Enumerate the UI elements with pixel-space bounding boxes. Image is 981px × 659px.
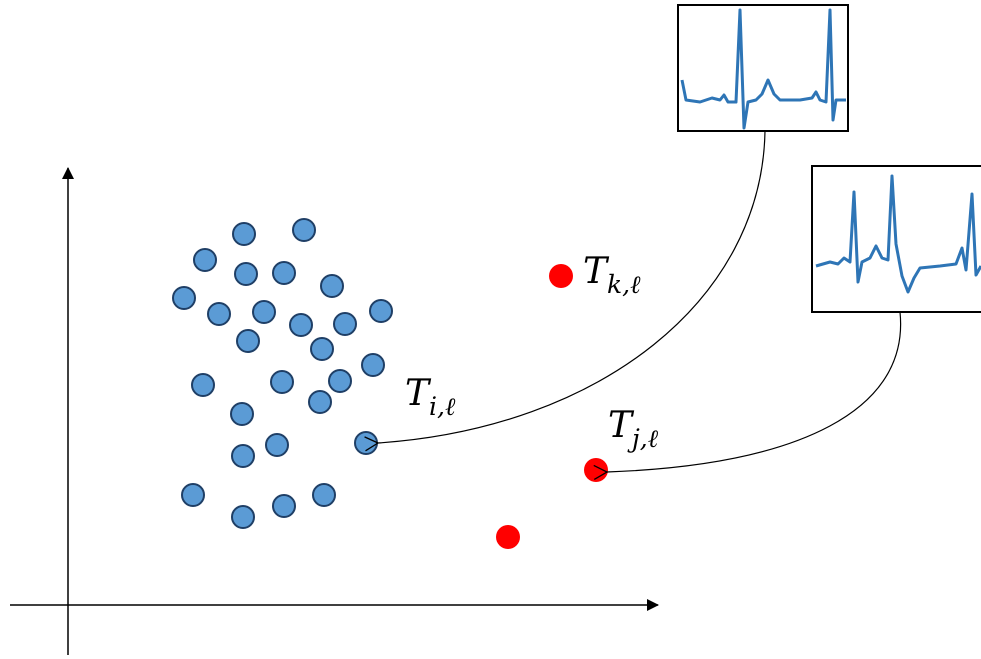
ecg-inset-1 bbox=[677, 4, 849, 132]
label-j: Tj,ℓ bbox=[608, 405, 659, 453]
axes bbox=[10, 167, 659, 655]
cluster-points bbox=[172, 218, 393, 529]
label-part: j,ℓ bbox=[627, 424, 659, 453]
ecg-inset-2 bbox=[811, 165, 981, 313]
label-part: k,ℓ bbox=[607, 270, 641, 299]
label-i: Ti,ℓ bbox=[405, 373, 456, 421]
label-part: T bbox=[583, 251, 610, 292]
label-part: T bbox=[608, 405, 635, 446]
label-part: i,ℓ bbox=[429, 392, 456, 421]
arrows bbox=[378, 130, 902, 472]
outlier-points bbox=[496, 264, 608, 549]
label-k: Tk,ℓ bbox=[583, 251, 641, 299]
label-part: T bbox=[405, 373, 432, 414]
